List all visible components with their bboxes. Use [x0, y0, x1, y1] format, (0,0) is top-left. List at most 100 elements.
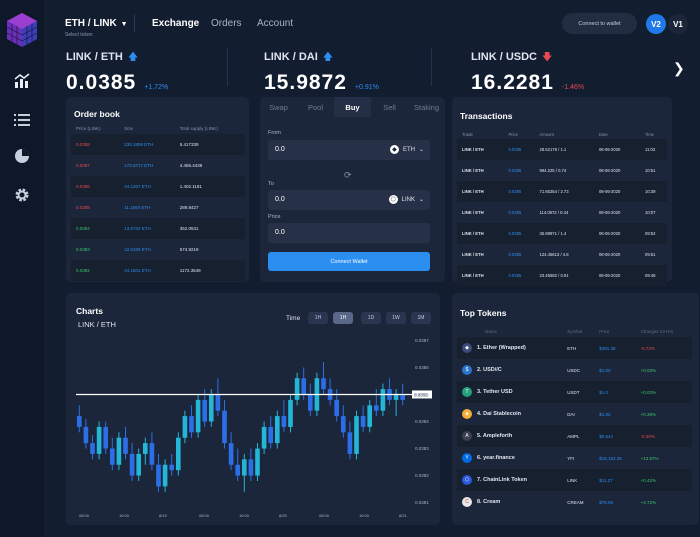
pie-chart-icon[interactable] — [12, 146, 32, 166]
range-button[interactable]: 1D — [361, 312, 381, 324]
nav-account[interactable]: Account — [257, 18, 294, 29]
version-v2-button[interactable]: V2 — [646, 14, 666, 34]
candle-body[interactable] — [228, 443, 234, 465]
candle-body[interactable] — [393, 394, 399, 400]
candlestick-chart[interactable]: 0.03850.03870.03860.03850.03840.03830.03… — [66, 293, 440, 525]
transaction-row[interactable]: LINK / ETH 0.0385 35.98971 / 1.4 08-06-2020… — [457, 223, 667, 244]
candle-body[interactable] — [116, 437, 122, 465]
from-token-select[interactable]: ◆ ETH ⌄ — [389, 145, 424, 154]
order-book-row[interactable]: 0.0386 34.1207 ETH 1.402.1181 — [71, 176, 245, 197]
candle-body[interactable] — [208, 394, 214, 422]
nav-orders[interactable]: Orders — [211, 18, 242, 29]
token-row[interactable]: ◈ 4. Dai Stablecoin DAI $1.02 +0.38% — [457, 403, 692, 425]
candle-body[interactable] — [373, 405, 379, 411]
candle-body[interactable] — [103, 426, 109, 449]
candle-body[interactable] — [222, 410, 227, 444]
token-row[interactable]: ◆ 1. Ether (Wrapped) ETH $391.38 -0.73% — [457, 337, 692, 359]
token-row[interactable]: A 5. Ampleforth AMPL $0.644 -0.30% — [457, 425, 692, 447]
candle-body[interactable] — [288, 399, 293, 427]
tab-sell[interactable]: Sell — [383, 102, 396, 112]
ticker-link-usdc[interactable]: LINK / USDC 🡇 16.2281 -1.46% — [471, 47, 584, 95]
candle-body[interactable] — [301, 378, 307, 395]
candle-body[interactable] — [83, 426, 89, 444]
settings-gear-icon[interactable] — [12, 185, 32, 205]
candle-body[interactable] — [360, 416, 366, 427]
candle-body[interactable] — [340, 416, 346, 433]
to-field[interactable]: 0.0 ⬡ LINK ⌄ — [268, 190, 430, 210]
candle-body[interactable] — [307, 394, 313, 411]
token-row[interactable]: C 8. Cream CREAM $78.06 +4.72% — [457, 491, 692, 513]
version-v1-button[interactable]: V1 — [668, 14, 688, 34]
tab-staking[interactable]: Staking — [413, 102, 440, 112]
token-row[interactable]: Y 6. year.finance YFI $15,152.25 +13.97% — [457, 447, 692, 469]
candle-body[interactable] — [90, 443, 95, 454]
candle-body[interactable] — [354, 416, 359, 454]
candle-body[interactable] — [321, 378, 326, 390]
candle-body[interactable] — [189, 416, 194, 433]
candle-body[interactable] — [268, 426, 274, 444]
candle-body[interactable] — [215, 394, 221, 411]
token-row[interactable]: T 3. Tether USD USDT $1.0 +0.03% — [457, 381, 692, 403]
tab-swap[interactable]: Swap — [269, 102, 288, 112]
candle-body[interactable] — [76, 416, 82, 427]
token-row[interactable]: $2. USD//C USDC $1.00 +0.03% — [457, 359, 692, 381]
to-token-select[interactable]: ⬡ LINK ⌄ — [388, 195, 424, 204]
candle-body[interactable] — [149, 443, 155, 465]
candle-body[interactable] — [235, 464, 241, 476]
connect-wallet-submit-button[interactable]: Connect Wallet — [268, 252, 430, 271]
range-button[interactable]: 1W — [386, 312, 406, 324]
tab-buy[interactable]: Buy — [334, 97, 371, 117]
candle-body[interactable] — [248, 459, 254, 476]
candle-body[interactable] — [123, 437, 128, 454]
connect-wallet-button[interactable]: Connect to wallet — [562, 13, 637, 34]
order-book-row[interactable]: 0.0383 22.0169 ETH 574.9219 — [71, 239, 245, 260]
candle-body[interactable] — [261, 426, 267, 449]
transaction-row[interactable]: LINK / ETH 0.0385 23.45582 / 0.91 08-06-202… — [457, 265, 667, 286]
candle-body[interactable] — [400, 394, 406, 400]
swap-direction-icon[interactable]: ⟳ — [344, 170, 352, 180]
chevron-right-icon[interactable]: ❯ — [673, 60, 685, 76]
candle-body[interactable] — [255, 448, 260, 476]
tab-pool[interactable]: Pool — [307, 102, 323, 112]
candle-body[interactable] — [281, 416, 287, 427]
chart-icon[interactable] — [12, 71, 32, 91]
candle-body[interactable] — [294, 378, 300, 400]
ticker-link-eth[interactable]: LINK / ETH 🡅 0.0385 +1.72% — [66, 47, 168, 95]
list-icon[interactable] — [12, 110, 32, 130]
candle-body[interactable] — [142, 443, 148, 454]
candle-body[interactable] — [162, 464, 168, 487]
transaction-row[interactable]: LINK / ETH 0.0385 71.65354 / 2.73 08-06-202… — [457, 181, 667, 202]
candle-body[interactable] — [169, 464, 175, 471]
candle-body[interactable] — [175, 437, 181, 471]
candle-body[interactable] — [109, 448, 115, 465]
transaction-row[interactable]: LINK / ETH 0.0385 124.45613 / 4.8 08-06-202… — [457, 244, 667, 265]
candle-body[interactable] — [347, 432, 353, 454]
candle-body[interactable] — [129, 453, 135, 476]
app-logo[interactable] — [6, 12, 38, 48]
nav-exchange[interactable]: Exchange — [152, 18, 200, 29]
candle-body[interactable] — [202, 399, 208, 422]
range-button[interactable]: 1H — [308, 312, 328, 324]
candle-body[interactable] — [195, 399, 201, 433]
candle-body[interactable] — [136, 453, 142, 476]
from-field[interactable]: 0.0 ◆ ETH ⌄ — [268, 140, 430, 160]
candle-body[interactable] — [182, 416, 188, 438]
transaction-row[interactable]: LINK / ETH 0.0385 114.0872 / 0.44 08-06-202… — [457, 202, 667, 223]
order-book-row[interactable]: 0.0385 11.1594 ETH 289.8427 — [71, 197, 245, 218]
candle-body[interactable] — [274, 416, 280, 444]
candle-body[interactable] — [156, 464, 161, 487]
token-row[interactable]: ⬡ 7. ChainLink Token LINK $11.27 +0.42% — [457, 469, 692, 491]
order-book-row[interactable]: 0.0384 13.5734 ETH 352.0531 — [71, 218, 245, 239]
range-button[interactable]: 1M — [411, 312, 431, 324]
candle-body[interactable] — [380, 389, 386, 411]
order-book-row[interactable]: 0.0382 44.1801 ETH 1172.3549 — [71, 260, 245, 281]
transaction-row[interactable]: LINK / ETH 0.0385 28.52179 / 1.1 08-06-2020… — [457, 139, 667, 160]
order-book-row[interactable]: 0.0388 230.1859 ETH 5.417339 — [71, 134, 245, 155]
candle-body[interactable] — [241, 459, 247, 476]
order-book-row[interactable]: 0.0387 172.8717 ETH 4.465.4439 — [71, 155, 245, 176]
transaction-row[interactable]: LINK / ETH 0.0385 994.225 / 0.74 08-06-2020… — [457, 160, 667, 181]
candle-body[interactable] — [367, 405, 373, 427]
ticker-link-dai[interactable]: LINK / DAI 🡅 15.9872 +0.91% — [264, 47, 379, 95]
pair-selector[interactable]: ETH / LINK ▼ Select token — [65, 13, 128, 38]
price-field[interactable]: 0.0 — [268, 223, 430, 243]
